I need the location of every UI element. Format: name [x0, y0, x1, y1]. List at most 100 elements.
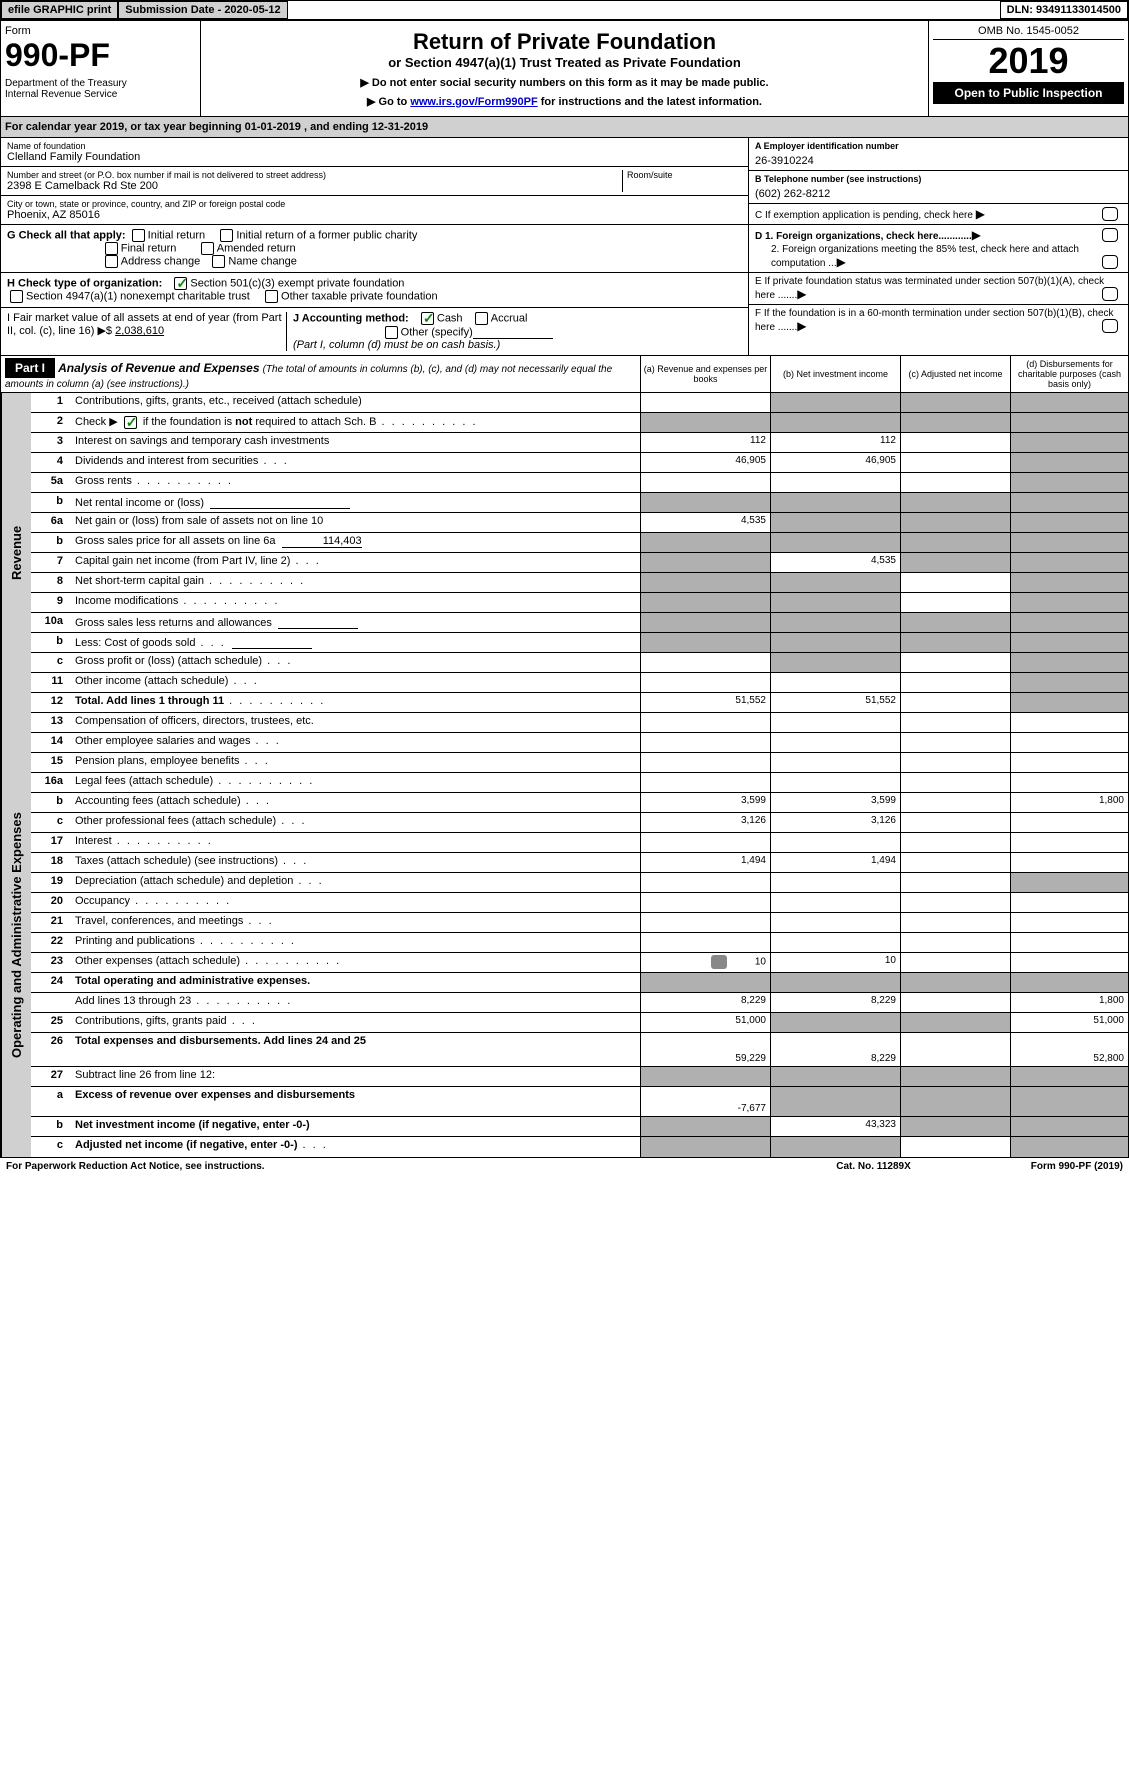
r1-desc: Contributions, gifts, grants, etc., rece… [71, 393, 640, 412]
row-25: 25Contributions, gifts, grants paid51,00… [31, 1013, 1128, 1033]
info-right: A Employer identification number 26-3910… [748, 138, 1128, 355]
row-16a: 16aLegal fees (attach schedule) [31, 773, 1128, 793]
r20-desc: Occupancy [71, 893, 640, 912]
opt-cash: Cash [437, 312, 463, 324]
expense-section: Operating and Administrative Expenses 13… [1, 713, 1128, 1157]
r16c-desc: Other professional fees (attach schedule… [71, 813, 640, 832]
cb-other-tax[interactable] [265, 290, 278, 303]
row-13: 13Compensation of officers, directors, t… [31, 713, 1128, 733]
opt-former: Initial return of a former public charit… [236, 229, 417, 241]
cb-other-method[interactable] [385, 326, 398, 339]
tel-cell: B Telephone number (see instructions) (6… [749, 171, 1128, 204]
form-number: 990-PF [5, 37, 196, 74]
cb-amended[interactable] [201, 242, 214, 255]
part1-header-row: Part I Analysis of Revenue and Expenses … [1, 356, 1128, 393]
row-27: 27Subtract line 26 from line 12: [31, 1067, 1128, 1087]
row-14: 14Other employee salaries and wages [31, 733, 1128, 753]
instr-2: ▶ Go to www.irs.gov/Form990PF for instru… [209, 95, 920, 108]
cb-addr-change[interactable] [105, 255, 118, 268]
cb-f[interactable] [1102, 319, 1118, 333]
i-value: 2,038,610 [115, 325, 164, 337]
revenue-rows: 1Contributions, gifts, grants, etc., rec… [31, 393, 1128, 713]
row-24: 24Total operating and administrative exp… [31, 973, 1128, 993]
r24b-b: 8,229 [770, 993, 900, 1012]
form-container: efile GRAPHIC print Submission Date - 20… [0, 0, 1129, 1158]
info-grid: Name of foundation Clelland Family Found… [1, 138, 1128, 356]
r14-desc: Other employee salaries and wages [71, 733, 640, 752]
part1-title-cell: Part I Analysis of Revenue and Expenses … [1, 356, 640, 392]
r27-desc: Subtract line 26 from line 12: [71, 1067, 640, 1086]
j-note: (Part I, column (d) must be on cash basi… [293, 339, 500, 351]
other-specify-input[interactable] [473, 325, 553, 339]
r23-desc: Other expenses (attach schedule) [71, 953, 640, 972]
cb-e[interactable] [1102, 287, 1118, 301]
row-8: 8Net short-term capital gain [31, 573, 1128, 593]
r25-d: 51,000 [1010, 1013, 1128, 1032]
r15-desc: Pension plans, employee benefits [71, 753, 640, 772]
cb-initial-return[interactable] [132, 229, 145, 242]
r23-b: 10 [770, 953, 900, 972]
col-c-header: (c) Adjusted net income [900, 356, 1010, 392]
r7-b: 4,535 [770, 553, 900, 572]
r25-a: 51,000 [640, 1013, 770, 1032]
r24b-a: 8,229 [640, 993, 770, 1012]
r9-desc: Income modifications [71, 593, 640, 612]
irs-link[interactable]: www.irs.gov/Form990PF [410, 96, 537, 108]
r18-a: 1,494 [640, 853, 770, 872]
d2-label: 2. Foreign organizations meeting the 85%… [771, 244, 1079, 269]
row-23: 23Other expenses (attach schedule) 1010 [31, 953, 1128, 973]
top-bar: efile GRAPHIC print Submission Date - 20… [1, 1, 1128, 21]
r3-a: 112 [640, 433, 770, 452]
col-a-header: (a) Revenue and expenses per books [640, 356, 770, 392]
f-label: F If the foundation is in a 60-month ter… [755, 308, 1114, 333]
part1-badge: Part I [5, 358, 55, 378]
attach-icon[interactable] [711, 955, 727, 969]
cb-501c3[interactable] [174, 277, 187, 290]
cb-initial-former[interactable] [220, 229, 233, 242]
cb-schb[interactable] [124, 416, 137, 429]
r17-desc: Interest [71, 833, 640, 852]
form-word: Form [5, 25, 196, 37]
r16b-d: 1,800 [1010, 793, 1128, 812]
info-left: Name of foundation Clelland Family Found… [1, 138, 748, 355]
r24-desc: Total operating and administrative expen… [71, 973, 640, 992]
city-cell: City or town, state or province, country… [1, 196, 748, 225]
form-title: Return of Private Foundation [209, 29, 920, 55]
r8-desc: Net short-term capital gain [71, 573, 640, 592]
row-24b: Add lines 13 through 238,2298,2291,800 [31, 993, 1128, 1013]
f-cell: F If the foundation is in a 60-month ter… [749, 305, 1128, 336]
cb-d2[interactable] [1102, 255, 1118, 269]
r26-b: 8,229 [770, 1033, 900, 1066]
col-d-header: (d) Disbursements for charitable purpose… [1010, 356, 1128, 392]
cb-d1[interactable] [1102, 228, 1118, 242]
cb-name-change[interactable] [212, 255, 225, 268]
j-label: J Accounting method: [293, 312, 409, 324]
cb-cash[interactable] [421, 312, 434, 325]
section-g: G Check all that apply: Initial return I… [1, 225, 748, 273]
row-10c: cGross profit or (loss) (attach schedule… [31, 653, 1128, 673]
city-value: Phoenix, AZ 85016 [7, 209, 742, 221]
r4-b: 46,905 [770, 453, 900, 472]
revenue-section: Revenue 1Contributions, gifts, grants, e… [1, 393, 1128, 713]
tax-year: 2019 [933, 40, 1124, 82]
submission-date: Submission Date - 2020-05-12 [118, 1, 287, 19]
footer-right: Form 990-PF (2019) [1031, 1161, 1123, 1172]
cb-4947[interactable] [10, 290, 23, 303]
h-label: H Check type of organization: [7, 277, 162, 289]
form-title-block: Return of Private Foundation or Section … [201, 21, 928, 116]
foundation-name: Clelland Family Foundation [7, 151, 742, 163]
row-7: 7Capital gain net income (from Part IV, … [31, 553, 1128, 573]
foundation-name-cell: Name of foundation Clelland Family Found… [1, 138, 748, 167]
cb-accrual[interactable] [475, 312, 488, 325]
opt-namechange: Name change [228, 255, 297, 267]
d-cell: D 1. Foreign organizations, check here..… [749, 225, 1128, 273]
row-27c: cAdjusted net income (if negative, enter… [31, 1137, 1128, 1157]
row-5b: bNet rental income or (loss) [31, 493, 1128, 513]
r5b-desc: Net rental income or (loss) [71, 493, 640, 512]
ein-value: 26-3910224 [755, 155, 1122, 167]
row-9: 9Income modifications [31, 593, 1128, 613]
cb-c[interactable] [1102, 207, 1118, 221]
cb-final-return[interactable] [105, 242, 118, 255]
city-label: City or town, state or province, country… [7, 199, 742, 209]
row-2: 2Check ▶ if the foundation is not requir… [31, 413, 1128, 433]
